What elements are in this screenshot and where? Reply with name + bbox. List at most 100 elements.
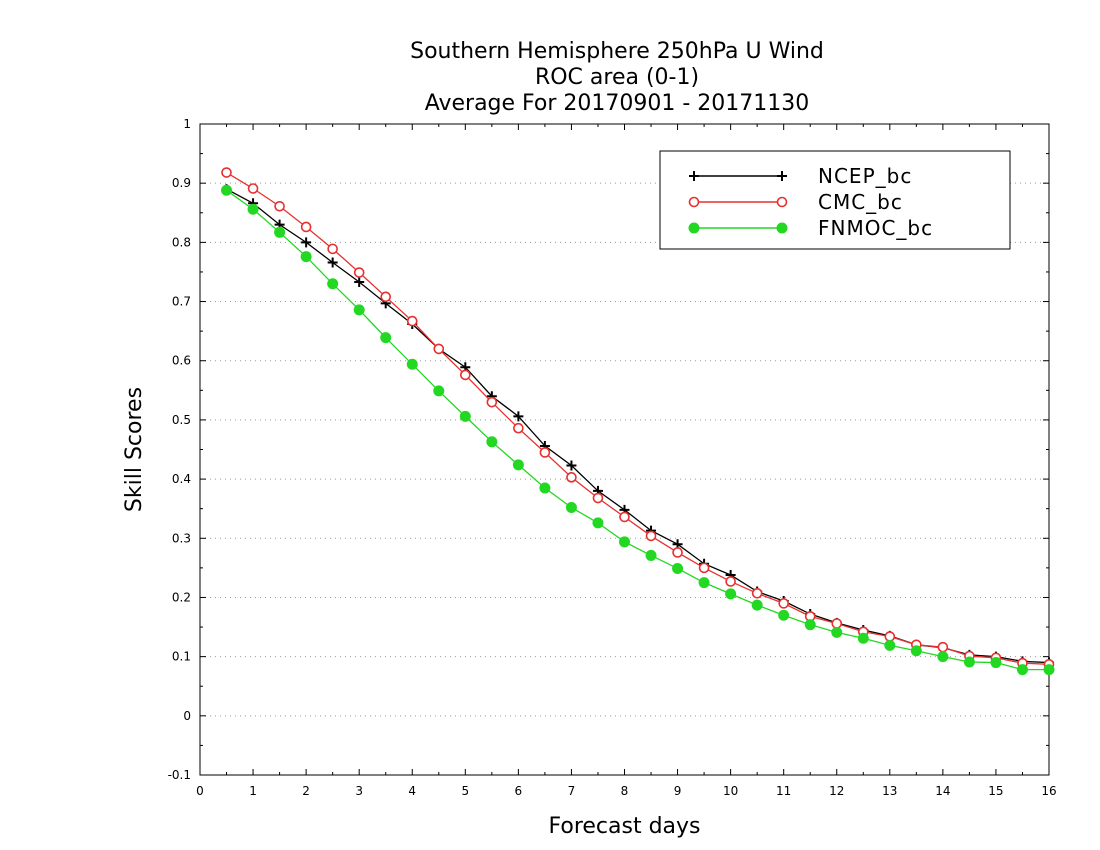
legend-box bbox=[659, 150, 1011, 250]
data-point bbox=[221, 167, 232, 178]
legend-marker bbox=[689, 171, 699, 181]
legend-marker bbox=[776, 222, 788, 234]
data-point bbox=[645, 530, 657, 542]
data-point bbox=[751, 599, 763, 611]
y-tick-label: 0.5 bbox=[172, 413, 191, 427]
data-point bbox=[406, 358, 418, 370]
legend-label: FNMOC_bc bbox=[818, 216, 933, 240]
x-tick-label: 9 bbox=[674, 784, 682, 798]
data-point bbox=[751, 588, 763, 599]
x-tick-label: 15 bbox=[988, 784, 1003, 798]
data-point bbox=[459, 410, 471, 422]
data-point bbox=[327, 278, 339, 290]
data-point bbox=[353, 304, 365, 316]
y-axis-ticks: -0.1 0 0.1 0.2 0.3 0.4 0.5 0.6 0.7 0.8 0.9 1 bbox=[168, 117, 1049, 782]
data-point bbox=[619, 536, 630, 548]
data-point bbox=[1043, 664, 1055, 676]
data-point bbox=[300, 221, 312, 233]
data-point bbox=[247, 203, 259, 215]
y-tick-label: -0.1 bbox=[168, 768, 191, 782]
y-tick-label: 1 bbox=[183, 117, 191, 131]
data-point bbox=[247, 183, 259, 194]
data-point bbox=[990, 657, 1002, 669]
legend-marker bbox=[777, 171, 787, 181]
data-point bbox=[725, 576, 736, 587]
data-point bbox=[513, 422, 524, 434]
data-point bbox=[486, 436, 498, 448]
data-point bbox=[884, 639, 896, 651]
data-point bbox=[327, 243, 338, 255]
x-tick-label: 6 bbox=[515, 784, 523, 798]
data-point bbox=[300, 251, 312, 263]
data-point bbox=[857, 632, 869, 644]
data-point bbox=[460, 369, 471, 381]
x-tick-label: 2 bbox=[302, 784, 310, 798]
data-point bbox=[565, 501, 577, 513]
x-tick-label: 7 bbox=[568, 784, 576, 798]
x-tick-label: 1 bbox=[249, 784, 257, 798]
x-tick-label: 16 bbox=[1041, 784, 1056, 798]
legend-entry-CMC_bc: CMC_bc bbox=[688, 190, 903, 214]
series-NCEP_bc bbox=[221, 184, 1054, 668]
x-tick-label: 10 bbox=[723, 784, 738, 798]
data-point bbox=[566, 472, 577, 483]
data-point bbox=[566, 460, 577, 471]
data-point bbox=[937, 641, 949, 653]
data-point bbox=[698, 562, 710, 574]
data-point bbox=[486, 396, 498, 408]
data-point bbox=[221, 184, 233, 196]
series-CMC_bc bbox=[221, 167, 1055, 670]
y-tick-label: 0.1 bbox=[172, 650, 191, 664]
data-point bbox=[672, 547, 683, 558]
grid bbox=[200, 182, 1049, 717]
x-tick-label: 5 bbox=[461, 784, 469, 798]
x-tick-label: 8 bbox=[621, 784, 629, 798]
x-tick-label: 14 bbox=[935, 784, 950, 798]
data-point bbox=[698, 577, 710, 589]
x-axis-label: Forecast days bbox=[548, 814, 700, 839]
chart-title-line-2: ROC area (0-1) bbox=[535, 65, 699, 90]
y-tick-label: 0.8 bbox=[172, 235, 191, 249]
x-tick-label: 13 bbox=[882, 784, 897, 798]
legend-label: NCEP_bc bbox=[818, 164, 912, 188]
data-point bbox=[592, 517, 604, 529]
data-point bbox=[406, 315, 418, 327]
legend-entry-NCEP_bc: NCEP_bc bbox=[689, 164, 912, 188]
data-point bbox=[778, 609, 790, 621]
x-tick-label: 0 bbox=[196, 784, 204, 798]
x-tick-label: 12 bbox=[829, 784, 844, 798]
data-point bbox=[937, 651, 949, 663]
y-tick-label: 0.9 bbox=[172, 176, 191, 190]
data-point bbox=[778, 598, 789, 609]
data-point bbox=[539, 482, 551, 494]
data-point bbox=[884, 631, 896, 642]
data-point bbox=[831, 626, 843, 638]
data-point bbox=[433, 385, 445, 397]
y-tick-label: 0.3 bbox=[172, 531, 191, 545]
data-point bbox=[725, 588, 737, 600]
data-point bbox=[380, 332, 392, 344]
data-point bbox=[1016, 664, 1028, 676]
y-tick-label: 0.2 bbox=[172, 590, 191, 604]
data-point bbox=[804, 619, 816, 631]
y-tick-label: 0.7 bbox=[172, 295, 191, 309]
chart-title-line-3: Average For 20170901 - 20171130 bbox=[425, 91, 810, 116]
x-tick-label: 4 bbox=[408, 784, 416, 798]
legend-entry-FNMOC_bc: FNMOC_bc bbox=[688, 216, 933, 240]
legend-label: CMC_bc bbox=[818, 190, 903, 214]
data-point bbox=[274, 200, 285, 212]
data-point bbox=[327, 257, 338, 268]
legend-marker bbox=[776, 196, 788, 208]
y-tick-label: 0.4 bbox=[172, 472, 191, 486]
legend-marker bbox=[688, 196, 700, 208]
data-point bbox=[301, 237, 312, 248]
data-point bbox=[672, 562, 684, 574]
data-point bbox=[592, 492, 604, 504]
x-tick-label: 11 bbox=[776, 784, 791, 798]
y-axis-label: Skill Scores bbox=[122, 387, 147, 512]
data-point bbox=[963, 656, 975, 668]
data-point bbox=[433, 343, 445, 355]
